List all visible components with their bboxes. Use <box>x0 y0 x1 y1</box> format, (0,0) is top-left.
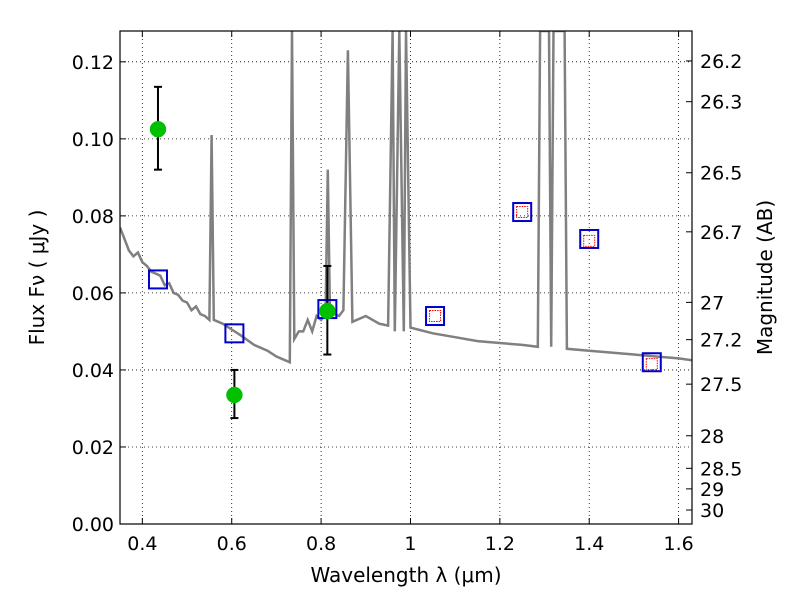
red-marker <box>516 206 529 219</box>
model-point <box>512 202 533 223</box>
y-tick-label: 0.10 <box>72 129 114 151</box>
x-tick-label: 1 <box>404 533 416 555</box>
right-tick-label: 26.2 <box>700 51 742 73</box>
model-point <box>641 352 662 373</box>
red-marker <box>645 358 658 371</box>
right-tick-label: 26.5 <box>700 163 742 185</box>
model-point <box>425 306 446 327</box>
right-tick-label: 27.2 <box>700 330 742 352</box>
x-tick-label: 1.2 <box>485 533 515 555</box>
y-axis-title: Flux Fν ( μJy ) <box>25 210 49 346</box>
model-point <box>147 269 168 290</box>
plot-frame <box>119 30 693 525</box>
x-axis-title: Wavelength λ (μm) <box>310 563 501 587</box>
y-tick-label: 0.06 <box>72 283 114 305</box>
right-tick-label: 26.3 <box>700 92 742 114</box>
y-tick-label: 0.02 <box>72 437 114 459</box>
x-tick-label: 1.6 <box>663 533 693 555</box>
y-tick-label: 0.04 <box>72 360 114 382</box>
axes-ticks: 0.4 0.6 0.8 1 1.2 1.4 1.6 0.00 0.02 0.04 0.06 0.08 0… <box>72 31 742 555</box>
x-tick-label: 0.4 <box>127 533 157 555</box>
model-point <box>224 323 245 344</box>
model-point <box>579 228 600 249</box>
x-tick-label: 1.4 <box>574 533 604 555</box>
right-tick-label: 27 <box>700 292 724 314</box>
y-tick-label: 0.00 <box>72 514 114 536</box>
sed-template-line <box>120 31 692 365</box>
observed-point <box>319 302 336 320</box>
right-tick-label: 26.7 <box>700 222 742 244</box>
observed-point <box>226 386 243 404</box>
observed-point <box>149 120 167 138</box>
x-tick-label: 0.8 <box>306 533 336 555</box>
red-marker <box>583 234 596 247</box>
right-tick-label: 27.5 <box>700 374 742 396</box>
right-tick-label: 29 <box>700 479 724 501</box>
x-tick-label: 0.6 <box>217 533 247 555</box>
right-tick-label: 30 <box>700 500 724 522</box>
right-axis-title: Magnitude (AB) <box>753 200 777 355</box>
right-tick-label: 28.5 <box>700 458 742 480</box>
right-tick-label: 28 <box>700 426 724 448</box>
red-marker <box>429 310 442 323</box>
y-tick-label: 0.08 <box>72 206 114 228</box>
plot-area <box>120 31 692 420</box>
y-tick-label: 0.12 <box>72 52 114 74</box>
